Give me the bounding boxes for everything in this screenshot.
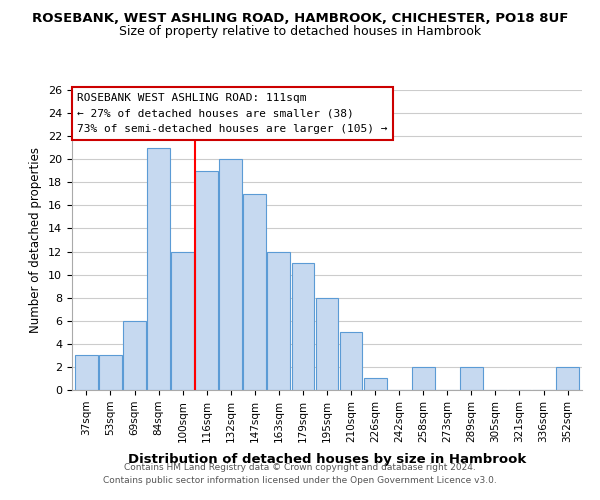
Text: ROSEBANK WEST ASHLING ROAD: 111sqm
← 27% of detached houses are smaller (38)
73%: ROSEBANK WEST ASHLING ROAD: 111sqm ← 27%… — [77, 93, 388, 134]
Bar — [292, 263, 314, 390]
Bar — [340, 332, 362, 390]
Bar — [195, 171, 218, 390]
Bar — [460, 367, 483, 390]
Bar — [147, 148, 170, 390]
Bar — [316, 298, 338, 390]
Y-axis label: Number of detached properties: Number of detached properties — [29, 147, 43, 333]
X-axis label: Distribution of detached houses by size in Hambrook: Distribution of detached houses by size … — [128, 453, 526, 466]
Bar — [220, 159, 242, 390]
Bar — [75, 356, 98, 390]
Bar — [412, 367, 434, 390]
Text: Contains HM Land Registry data © Crown copyright and database right 2024.: Contains HM Land Registry data © Crown c… — [124, 464, 476, 472]
Bar — [123, 321, 146, 390]
Bar — [99, 356, 122, 390]
Text: Size of property relative to detached houses in Hambrook: Size of property relative to detached ho… — [119, 25, 481, 38]
Text: ROSEBANK, WEST ASHLING ROAD, HAMBROOK, CHICHESTER, PO18 8UF: ROSEBANK, WEST ASHLING ROAD, HAMBROOK, C… — [32, 12, 568, 26]
Bar — [556, 367, 579, 390]
Bar — [268, 252, 290, 390]
Bar — [171, 252, 194, 390]
Bar — [364, 378, 386, 390]
Bar — [244, 194, 266, 390]
Text: Contains public sector information licensed under the Open Government Licence v3: Contains public sector information licen… — [103, 476, 497, 485]
